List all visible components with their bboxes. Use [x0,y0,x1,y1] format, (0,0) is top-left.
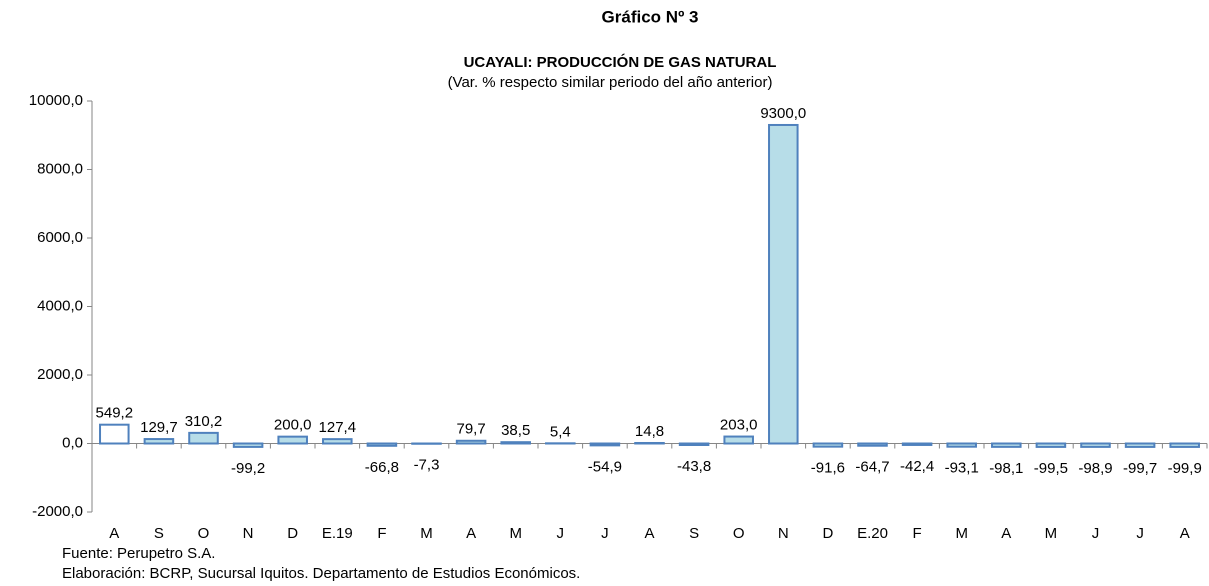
bar [678,442,710,447]
value-label: 203,0 [720,417,758,434]
x-tick-label: O [198,525,210,542]
bar [232,442,264,448]
x-tick-label: M [420,525,433,542]
value-label: -99,7 [1123,460,1157,477]
x-tick-label: J [1136,525,1144,542]
value-label: -43,8 [677,458,711,475]
bar [991,442,1022,448]
x-tick-label: A [109,525,119,542]
y-tick-label: 4000,0 [37,297,83,314]
value-label: -99,2 [231,460,265,477]
x-tick-label: A [1001,525,1011,542]
value-label: 5,4 [550,423,571,440]
x-tick-label: M [509,525,522,542]
value-label: 38,5 [501,422,530,439]
bar [99,423,130,445]
value-label: -99,9 [1168,460,1202,477]
value-label: 14,8 [635,423,664,440]
value-label: 549,2 [96,405,134,422]
x-tick-label: E.19 [322,525,353,542]
x-tick-label: S [154,525,164,542]
bar [634,441,665,445]
x-tick-label: A [644,525,654,542]
x-tick-label: D [822,525,833,542]
x-tick-label: E.20 [857,525,888,542]
y-tick-label: -2000,0 [32,503,83,520]
bar [143,438,175,445]
value-label: -66,8 [365,459,399,476]
value-label: -64,7 [855,459,889,476]
bar [500,441,531,445]
value-label: 79,7 [456,421,485,438]
value-label: 127,4 [319,419,357,436]
value-label: 9300,0 [760,105,806,122]
x-tick-label: A [466,525,476,542]
chart-subtitle: (Var. % respecto similar periodo del año… [448,74,773,91]
bar [1080,442,1111,448]
value-label: -7,3 [414,457,440,474]
bar [589,442,621,447]
x-tick-label: J [1092,525,1100,542]
bar [901,442,933,446]
x-tick-label: F [377,525,386,542]
bar [857,442,888,447]
y-tick-label: 8000,0 [37,160,83,177]
bar [366,442,398,447]
y-tick-label: 6000,0 [37,229,83,246]
x-tick-label: N [778,525,789,542]
y-tick-label: 0,0 [62,434,83,451]
bar [768,123,799,445]
bar [946,442,977,448]
value-label: -42,4 [900,458,934,475]
x-tick-label: N [243,525,254,542]
source-note: Fuente: Perupetro S.A. [62,545,215,562]
bar [455,439,487,445]
x-tick-label: J [601,525,609,542]
value-label: -91,6 [811,460,845,477]
bar [1124,442,1156,448]
value-label: 200,0 [274,417,312,434]
bar [723,435,754,445]
chart-subtitle: UCAYALI: PRODUCCIÓN DE GAS NATURAL [464,53,777,71]
bar [188,431,219,445]
bar [1169,442,1200,448]
value-label: 310,2 [185,413,223,430]
bar [322,438,353,445]
bar [812,442,844,448]
value-label: -98,1 [989,460,1023,477]
bar [277,435,308,445]
credit-note: Elaboración: BCRP, Sucursal Iquitos. Dep… [62,565,580,582]
y-tick-label: 2000,0 [37,366,83,383]
x-tick-label: O [733,525,745,542]
y-tick-label: 10000,0 [29,92,83,109]
x-tick-label: F [913,525,922,542]
x-tick-label: J [557,525,565,542]
value-label: -54,9 [588,458,622,475]
chart-title: Gráfico Nº 3 [602,7,699,26]
x-tick-label: D [287,525,298,542]
x-tick-label: A [1180,525,1190,542]
x-tick-label: M [955,525,968,542]
bar [1035,442,1067,448]
value-label: -99,5 [1034,460,1068,477]
x-tick-label: S [689,525,699,542]
value-label: -93,1 [945,460,979,477]
value-label: 129,7 [140,419,178,436]
x-tick-label: M [1045,525,1058,542]
value-label: -98,9 [1078,460,1112,477]
